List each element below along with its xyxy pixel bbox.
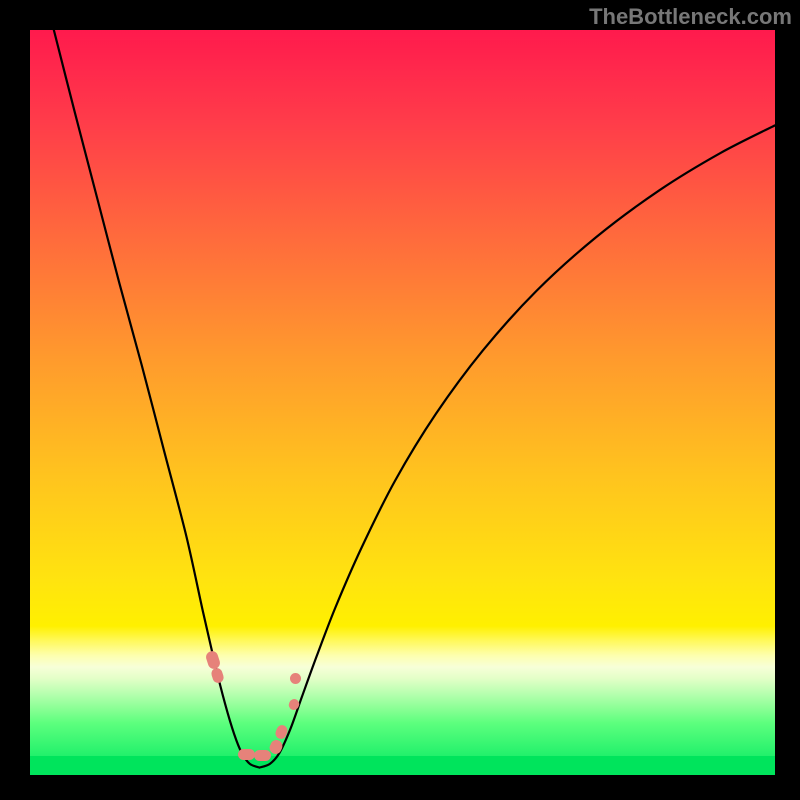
watermark-text: TheBottleneck.com bbox=[589, 4, 792, 30]
data-markers bbox=[30, 30, 775, 775]
data-marker bbox=[274, 723, 289, 740]
chart-canvas: TheBottleneck.com bbox=[0, 0, 800, 800]
data-marker bbox=[287, 697, 301, 711]
data-marker bbox=[254, 750, 271, 761]
data-marker bbox=[210, 666, 225, 684]
data-marker bbox=[238, 749, 255, 760]
plot-area bbox=[30, 30, 775, 775]
data-marker bbox=[290, 673, 301, 684]
